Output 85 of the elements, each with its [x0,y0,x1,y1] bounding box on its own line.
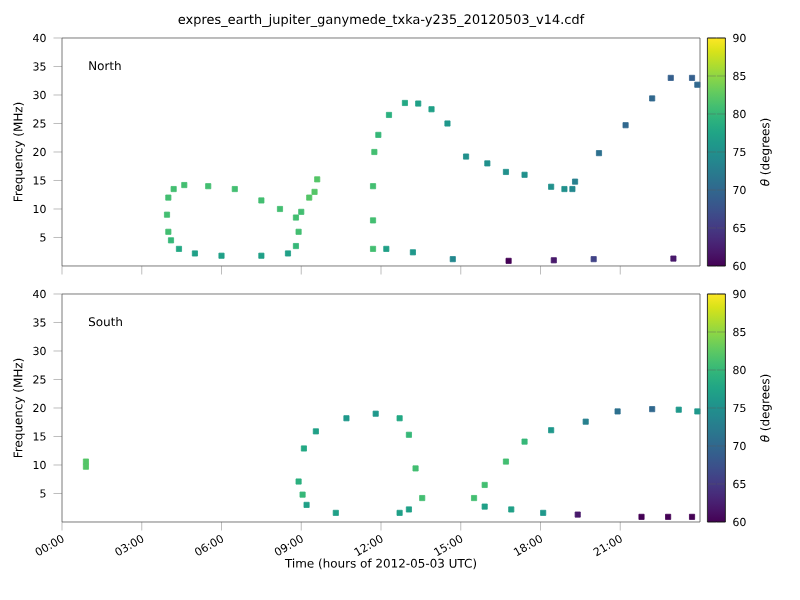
point [165,228,172,235]
point [303,501,310,508]
point [370,245,377,252]
point [582,418,589,425]
point [170,186,177,193]
point [167,237,174,244]
point [298,208,305,215]
point [231,186,238,193]
point [284,250,291,257]
point [165,194,172,201]
point [508,506,515,513]
point [371,148,378,155]
point [299,491,306,498]
point [419,495,426,502]
point [444,120,451,127]
point [548,427,555,434]
point [295,478,302,485]
point [409,249,416,256]
point [191,250,198,257]
point [258,197,265,204]
point [550,257,557,264]
point [343,415,350,422]
point [649,406,656,413]
point [218,252,225,259]
point [164,211,170,218]
point [481,503,488,510]
point [505,257,512,264]
point [481,481,488,488]
point [385,111,392,118]
point [292,243,299,250]
point [670,255,677,262]
point [622,122,629,129]
point [521,171,528,178]
point [561,186,568,193]
point [314,176,321,183]
point [590,256,597,263]
point [572,178,579,185]
point [502,458,509,465]
point [675,406,682,413]
point [415,100,422,107]
point [383,245,390,252]
point [614,408,621,415]
point [694,81,701,88]
point [370,183,377,190]
point [375,131,382,138]
point [548,183,555,190]
point [258,252,265,259]
point [396,415,403,422]
point [181,182,188,189]
point [295,228,302,235]
point [82,458,89,465]
point [595,150,602,157]
point [396,509,403,516]
point [471,495,478,502]
point [205,183,212,190]
point [694,408,701,415]
point [405,431,412,438]
point [401,99,408,106]
point [463,153,470,160]
point [175,245,182,252]
point [521,438,528,445]
point [649,95,656,102]
point [412,465,419,472]
point [276,205,283,212]
point [370,217,377,224]
point [667,74,674,81]
point [312,428,319,435]
point [569,186,576,193]
point [332,509,339,516]
point [405,506,412,513]
point [689,74,696,81]
point [292,214,299,221]
point [502,168,509,175]
point [540,509,547,516]
point [300,445,307,452]
point [484,160,491,167]
point [449,256,456,263]
point [311,188,318,195]
point [638,513,645,520]
point [428,106,435,113]
point [689,513,696,520]
point [372,410,379,417]
point [574,511,581,518]
point [306,194,313,201]
point [665,513,672,520]
